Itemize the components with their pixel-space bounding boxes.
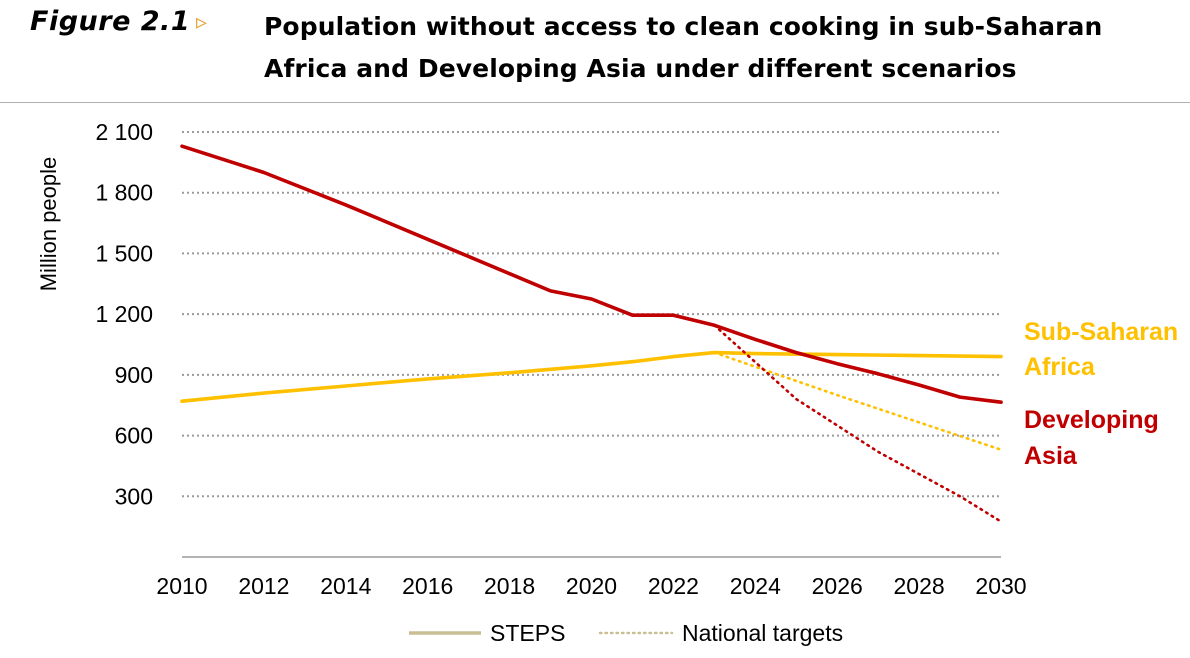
series-annotation-label: Asia (1024, 442, 1078, 470)
y-tick-label: 300 (115, 483, 153, 509)
figure-label: Figure 2.1 (30, 6, 191, 37)
series-annotation-label: Sub-Saharan (1024, 318, 1178, 346)
y-tick-label: 1 200 (95, 301, 153, 327)
y-tick-label: 600 (115, 423, 153, 449)
y-tick-label: 1 800 (95, 180, 153, 206)
legend-label: STEPS (490, 620, 565, 646)
x-tick-label: 2010 (156, 573, 207, 599)
series-line-developing-asia-national-targets (713, 323, 1003, 523)
x-tick-label: 2020 (566, 573, 617, 599)
gridlines (182, 131, 1001, 498)
x-tick-label: 2016 (402, 573, 453, 599)
figure-title: Population without access to clean cooki… (264, 12, 1103, 83)
y-tick-label: 2 100 (95, 119, 153, 145)
x-tick-label: 2022 (648, 573, 699, 599)
y-axis-label: Million people (36, 157, 61, 292)
series-annotations: Sub-Saharan Africa Developing Asia (1024, 318, 1178, 470)
series-annotation-label: Developing (1024, 406, 1159, 434)
x-tick-label: 2024 (730, 573, 781, 599)
y-tick-label: 1 500 (95, 240, 153, 266)
x-tick-label: 2014 (320, 573, 371, 599)
series-layer (180, 144, 1003, 523)
legend-label: National targets (682, 620, 843, 646)
y-tick-label: 900 (115, 362, 153, 388)
title-divider (0, 102, 1190, 103)
x-tick-label: 2018 (484, 573, 535, 599)
x-tick-label: 2030 (975, 573, 1026, 599)
series-line-developing-asia-steps (180, 144, 1003, 405)
x-tick-label: 2028 (894, 573, 945, 599)
x-tick-label: 2012 (238, 573, 289, 599)
series-line-sub-saharan-africa-national-targets (713, 351, 1003, 452)
y-tick-labels: 2 100 1 800 1 500 1 200 900 600 300 (95, 119, 153, 509)
series-annotation-label: Africa (1024, 353, 1096, 381)
legend: STEPS National targets (409, 620, 843, 646)
x-tick-label: 2026 (812, 573, 863, 599)
figure-arrow-icon: ▹ (196, 9, 208, 34)
x-tick-labels: 2010 2012 2014 2016 2018 2020 2022 2024 2026 2028… (156, 573, 1026, 599)
series-line-sub-saharan-africa-steps (180, 350, 1003, 404)
